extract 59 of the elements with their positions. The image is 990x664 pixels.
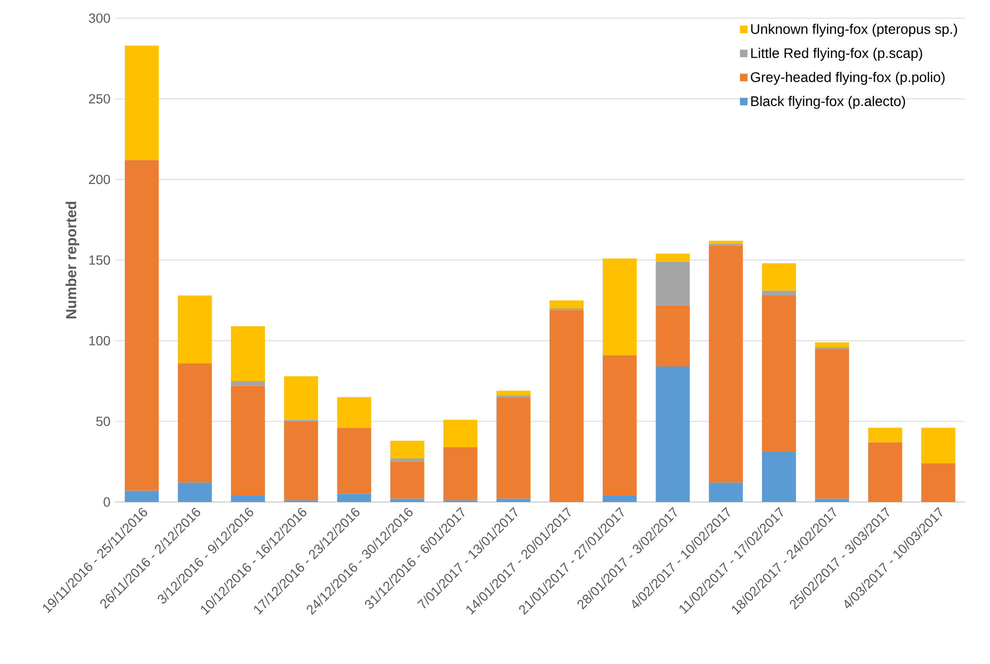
bar — [390, 440, 424, 458]
bar — [496, 390, 530, 396]
bar — [230, 326, 265, 382]
bar — [337, 397, 372, 428]
bar — [656, 305, 690, 367]
bar — [708, 240, 743, 244]
bar — [656, 366, 690, 502]
bar — [124, 46, 159, 160]
bar — [762, 263, 796, 291]
bar — [550, 310, 584, 502]
bar — [390, 458, 424, 462]
bar — [921, 463, 956, 502]
bar — [815, 498, 850, 502]
bar — [868, 442, 902, 502]
y-tick-label: 150 — [89, 255, 110, 265]
y-tick-label: 50 — [96, 416, 110, 426]
bar — [762, 296, 796, 452]
bar — [550, 300, 584, 308]
y-tick-label: 300 — [88, 13, 110, 23]
bar — [178, 482, 212, 502]
bar — [124, 490, 159, 502]
bar — [390, 462, 424, 499]
bar — [390, 498, 424, 502]
bar — [284, 376, 318, 420]
bar — [762, 452, 796, 502]
legend-label: Black flying-fox (p.alecto) — [751, 96, 906, 109]
bar — [656, 254, 690, 262]
y-tick-label: 0 — [104, 497, 110, 507]
y-tick-label: 200 — [89, 174, 110, 184]
bar — [230, 386, 265, 496]
y-tick-label: 100 — [89, 336, 110, 346]
bar — [496, 498, 530, 502]
y-axis-title: Number reported — [66, 202, 80, 318]
bar — [708, 482, 743, 502]
bar — [178, 296, 212, 364]
bar — [868, 428, 902, 442]
legend-label: Grey-headed flying-fox (p.polio) — [750, 72, 945, 85]
bar — [337, 494, 372, 502]
bar — [656, 262, 690, 306]
y-tick-label: 250 — [89, 94, 110, 104]
bar — [602, 355, 637, 496]
bar — [337, 428, 372, 494]
bar — [921, 428, 956, 464]
bar — [124, 160, 159, 491]
bar — [815, 348, 850, 499]
bar — [762, 290, 796, 296]
bar — [602, 496, 637, 502]
bar — [443, 447, 478, 500]
legend-label: Little Red flying-fox (p.scap) — [751, 48, 922, 61]
bar — [230, 496, 265, 502]
bar — [496, 397, 530, 499]
bar — [178, 363, 212, 483]
bar — [602, 258, 637, 356]
legend-label: Unknown flying-fox (pteropus sp.) — [751, 24, 957, 37]
bar — [230, 381, 265, 386]
bar — [815, 342, 850, 348]
bar — [284, 421, 318, 500]
bar — [708, 246, 743, 483]
bar — [443, 420, 478, 448]
